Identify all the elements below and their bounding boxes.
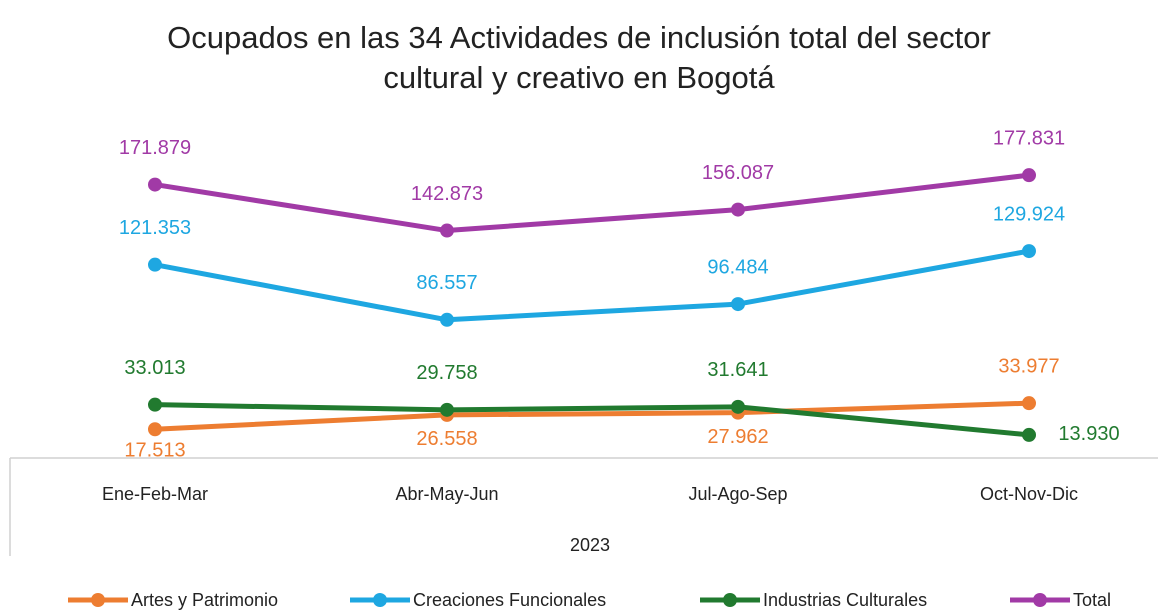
point bbox=[148, 397, 162, 412]
legend-marker bbox=[723, 593, 737, 607]
data-label: 31.641 bbox=[707, 359, 768, 381]
data-label: 33.013 bbox=[124, 357, 185, 379]
point bbox=[440, 402, 454, 417]
category-group-label: 2023 bbox=[570, 535, 610, 555]
data-label: 33.977 bbox=[998, 355, 1059, 377]
point bbox=[1022, 244, 1036, 259]
series-line bbox=[154, 402, 1030, 438]
data-label: 96.484 bbox=[707, 256, 768, 278]
legend-label: Industrias Culturales bbox=[763, 590, 927, 610]
point bbox=[1022, 168, 1036, 183]
legend-marker bbox=[1033, 593, 1047, 607]
data-label: 86.557 bbox=[416, 272, 477, 294]
point bbox=[731, 202, 745, 217]
data-label: 129.924 bbox=[993, 203, 1065, 225]
series-line bbox=[154, 400, 1030, 432]
point bbox=[731, 399, 745, 414]
x-tick-label: Jul-Ago-Sep bbox=[688, 484, 787, 504]
data-label: 26.558 bbox=[416, 428, 477, 450]
data-label: 27.962 bbox=[707, 426, 768, 448]
point bbox=[148, 257, 162, 272]
legend-marker bbox=[373, 593, 387, 607]
data-label: 177.831 bbox=[993, 127, 1065, 149]
series-line bbox=[154, 248, 1030, 323]
x-tick-label: Ene-Feb-Mar bbox=[102, 484, 208, 504]
x-tick-label: Abr-May-Jun bbox=[395, 484, 498, 504]
data-label: 142.873 bbox=[411, 183, 483, 205]
legend-label: Total bbox=[1073, 590, 1111, 610]
legend-label: Artes y Patrimonio bbox=[131, 590, 278, 610]
point bbox=[148, 177, 162, 192]
data-label: 156.087 bbox=[702, 162, 774, 184]
data-label: 121.353 bbox=[119, 217, 191, 239]
point bbox=[148, 422, 162, 437]
point bbox=[1022, 396, 1036, 411]
data-label: 17.513 bbox=[124, 440, 185, 462]
data-label: 171.879 bbox=[119, 137, 191, 159]
data-label: 29.758 bbox=[416, 362, 477, 384]
point bbox=[731, 297, 745, 312]
point bbox=[440, 223, 454, 238]
legend-label: Creaciones Funcionales bbox=[413, 590, 606, 610]
series-line bbox=[154, 172, 1030, 234]
data-label: 13.930 bbox=[1058, 423, 1119, 445]
legend-marker bbox=[91, 593, 105, 607]
point bbox=[1022, 427, 1036, 442]
point bbox=[440, 312, 454, 327]
chart-title: Ocupados en las 34 Actividades de inclus… bbox=[167, 20, 991, 95]
x-tick-label: Oct-Nov-Dic bbox=[980, 484, 1078, 504]
